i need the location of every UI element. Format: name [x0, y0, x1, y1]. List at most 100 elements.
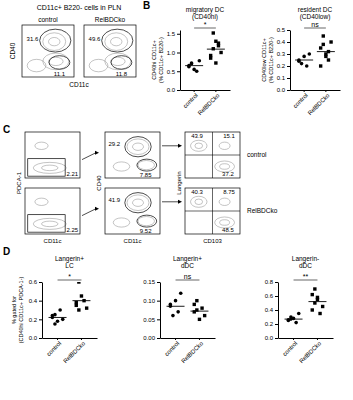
arrow	[82, 153, 96, 160]
y-tick: 1.5	[167, 31, 180, 37]
contour	[220, 164, 230, 170]
x-axis: controlRelBDCko	[279, 338, 334, 364]
tick-mark	[39, 301, 42, 302]
x-tick: RelBDCko	[307, 90, 332, 116]
tick-label: 0.2	[277, 63, 286, 69]
title: LC	[65, 262, 74, 269]
mean-line	[185, 65, 203, 66]
tick-label: RelBDCko	[307, 92, 332, 117]
point	[85, 306, 88, 309]
point	[80, 294, 83, 297]
y-tick: 0.3	[277, 51, 290, 57]
axis-line	[161, 338, 216, 339]
point	[176, 310, 180, 314]
y-tick: 0.2	[29, 317, 42, 323]
tick-mark	[157, 301, 160, 302]
arrow-head	[178, 144, 182, 148]
significance: ns	[184, 273, 192, 280]
mean-line	[190, 311, 208, 312]
axis-label: % gated for	[11, 296, 17, 324]
axis-label: CD11c	[44, 238, 62, 244]
tick-label: 1.0	[167, 50, 176, 56]
tick-label: 0.6	[265, 293, 274, 299]
point	[311, 308, 314, 311]
point	[318, 312, 321, 315]
contour	[191, 196, 208, 207]
y-tick: 1.0	[167, 50, 180, 56]
arrow	[162, 201, 179, 202]
y-tick: 0.5	[167, 69, 180, 75]
point	[77, 282, 80, 284]
x-axis: controlRelBDCko	[161, 338, 216, 364]
x-tick: RelBDCko	[197, 90, 222, 116]
gate-value: 31.6	[27, 36, 39, 42]
point	[214, 61, 217, 64]
x-tick: RelBDCko	[180, 338, 205, 364]
y-tick: 0.00	[143, 335, 160, 341]
contour	[133, 143, 144, 150]
mean-line	[207, 49, 225, 50]
point	[174, 299, 178, 303]
point	[179, 291, 183, 295]
mean-line	[317, 51, 335, 52]
significance-bar	[58, 280, 82, 281]
gate-value: 2.25	[66, 227, 78, 233]
tick-mark	[287, 90, 290, 91]
arrow-head	[178, 200, 182, 204]
point	[77, 308, 80, 311]
axis-label: CD40	[96, 175, 102, 191]
significance: **	[303, 273, 309, 280]
point	[322, 43, 325, 46]
point	[203, 314, 206, 317]
tick-mark	[287, 54, 290, 55]
mean-line	[167, 306, 185, 307]
tick-mark	[287, 30, 290, 31]
y-tick: 0.0	[167, 87, 180, 93]
mean-line	[308, 301, 326, 302]
contour	[105, 33, 128, 51]
point	[75, 301, 78, 304]
marks	[49, 282, 91, 326]
flow-plot: 43.915.137.2	[185, 132, 240, 178]
gate	[137, 159, 157, 171]
marks	[167, 291, 209, 321]
x-axis: controlRelBDCko	[43, 338, 98, 364]
tick-label: 0.2	[29, 317, 38, 323]
dot-plot: 0.00.20.40.6controlRelBDCko*Langerin+LC%…	[11, 255, 98, 364]
marks	[285, 287, 327, 324]
gate	[102, 29, 133, 52]
tick-mark	[287, 78, 290, 79]
arrow	[82, 209, 96, 216]
title: dDC	[181, 262, 194, 269]
contour	[195, 199, 203, 205]
tick-label: 0.1	[277, 75, 286, 81]
flow-plot: 40.38.7548.5	[185, 188, 240, 234]
mean-line	[72, 300, 90, 301]
contour	[89, 59, 108, 71]
sample-name: control	[247, 151, 267, 158]
point	[217, 41, 220, 44]
panel-letter: D	[3, 246, 10, 257]
point	[308, 52, 312, 56]
contour	[113, 218, 130, 227]
tick-label: 0.8	[265, 279, 274, 285]
tick-label: RelBDCko	[62, 340, 87, 365]
tick-label: 0.15	[143, 279, 155, 285]
gate-value: 29.2	[109, 141, 121, 147]
y-tick: 0.6	[265, 293, 278, 299]
plot-frame	[25, 188, 80, 234]
tick-label: RelBDCko	[298, 340, 323, 365]
gate	[49, 56, 70, 70]
contour	[43, 53, 69, 70]
mean-line	[295, 60, 313, 61]
tick-label: 0.0	[167, 87, 176, 93]
tick-mark	[177, 34, 180, 35]
marks	[295, 34, 335, 67]
dot-plot: 0.00.51.01.5controlRelBDCko*migratory DC…	[151, 6, 231, 116]
plot-frame	[185, 132, 240, 178]
sample-name: control	[38, 16, 58, 23]
contour	[138, 217, 155, 226]
tick-label: RelBDCko	[197, 92, 222, 117]
tick-mark	[287, 42, 290, 43]
axis-line	[180, 31, 181, 91]
